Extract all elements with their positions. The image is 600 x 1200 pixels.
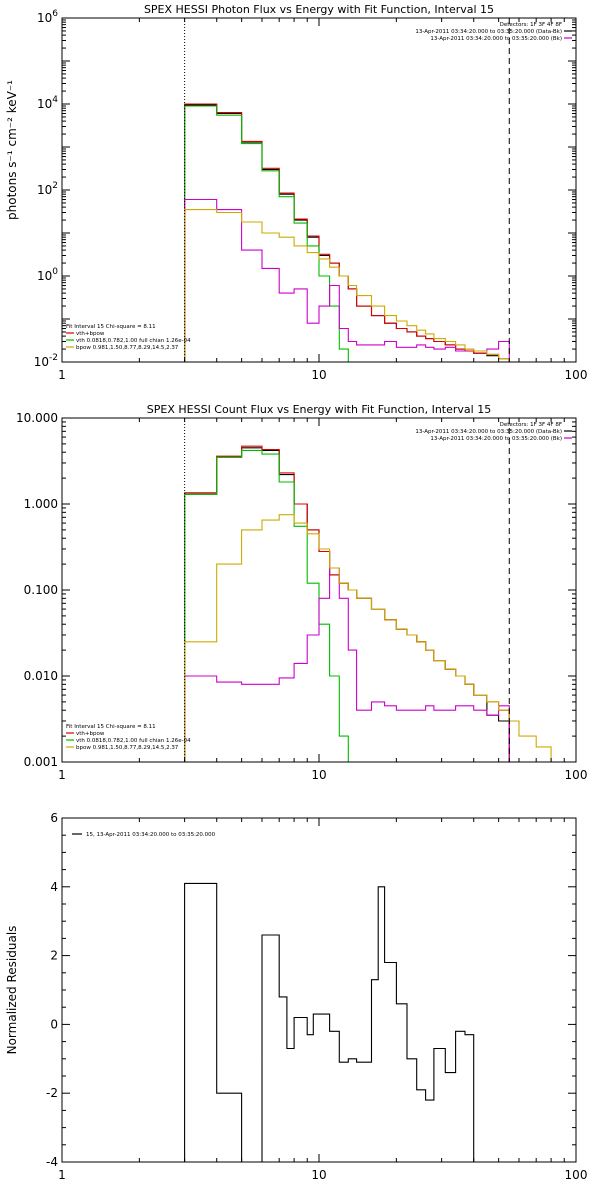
legend-entry: bpow 0.981,1.50,8.77,8.29,14.5,2.37 xyxy=(76,345,179,351)
y-tick-label: 1.000 xyxy=(24,497,58,511)
legend-entry: vth+bpow xyxy=(76,731,105,737)
series-line-4 xyxy=(184,567,510,762)
x-tick-label: 1 xyxy=(58,1168,66,1182)
x-tick-label: 1 xyxy=(58,368,66,382)
y-tick-label: -4 xyxy=(46,1155,58,1169)
legend-entry: vth 0.0818,0.782,1.00 full chian 1.26e-0… xyxy=(76,338,191,344)
x-tick-label: 1 xyxy=(58,768,66,782)
chart-title: SPEX HESSI Count Flux vs Energy with Fit… xyxy=(147,403,491,416)
series-line-2 xyxy=(184,103,510,362)
y-tick-label: 10-2 xyxy=(34,353,58,369)
plot-panel-3: 1 10 100 -4 -2 0 2 4 6 Normalized Residuals 15, 13… xyxy=(5,811,587,1182)
x-tick-label: 10 xyxy=(311,768,326,782)
series-line-4 xyxy=(184,198,510,362)
y-tick-label: 102 xyxy=(37,181,58,197)
x-tick-label: 100 xyxy=(565,1168,588,1182)
y-axis-label: Normalized Residuals xyxy=(5,926,19,1055)
y-tick-label: 0.001 xyxy=(24,755,58,769)
x-tick-label: 100 xyxy=(565,768,588,782)
chart-title: SPEX HESSI Photon Flux vs Energy with Fi… xyxy=(144,3,494,16)
plot-panel-1: 1 10 100 10-2 100 102 104 106 SPEX HESSI Photon … xyxy=(5,3,587,382)
y-axis-label: photons s⁻¹ cm⁻² keV⁻¹ xyxy=(5,80,19,220)
legend-entry: Detectors: 1F 3F 4F 8F xyxy=(500,22,562,28)
legend-entry: 13-Apr-2011 03:34:20.000 to 03:35:20.000… xyxy=(415,29,562,35)
y-tick-label: -2 xyxy=(46,1086,58,1100)
legend-entry: 13-Apr-2011 03:34:20.000 to 03:35:20.000… xyxy=(430,436,562,442)
y-tick-label: 10.000 xyxy=(16,411,58,425)
series-line-3 xyxy=(184,449,358,762)
series-line-1 xyxy=(184,104,510,362)
legend-entry: 13-Apr-2011 03:34:20.000 to 03:35:20.000… xyxy=(430,36,562,42)
y-tick-label: 2 xyxy=(50,949,58,963)
series-line-2 xyxy=(184,445,510,762)
plot-frame xyxy=(61,817,577,1163)
y-tick-label: 0 xyxy=(50,1017,58,1031)
legend-entry: vth+bpow xyxy=(76,331,105,337)
series-line-5 xyxy=(184,209,537,362)
legend-entry: Fit Interval 15 Chi-square = 8.11 xyxy=(66,324,156,330)
legend-entry: 13-Apr-2011 03:34:20.000 to 03:35:20.000… xyxy=(415,429,562,435)
x-tick-label: 10 xyxy=(311,1168,326,1182)
y-tick-label: 104 xyxy=(37,95,58,111)
y-tick-label: 6 xyxy=(50,811,58,825)
y-tick-label: 0.100 xyxy=(24,583,58,597)
legend-entry: Detectors: 1F 3F 4F 8F xyxy=(500,422,562,428)
legend-entry: Fit Interval 15 Chi-square = 8.11 xyxy=(66,724,156,730)
y-tick-label: 0.010 xyxy=(24,669,58,683)
legend-entry: bpow 0.981,1.50,8.77,8.29,14.5,2.37 xyxy=(76,745,179,751)
y-tick-label: 106 xyxy=(37,9,58,25)
y-tick-label: 100 xyxy=(37,267,58,283)
legend-entry: vth 0.0818,0.782,1.00 full chian 1.26e-0… xyxy=(76,738,191,744)
plot-panel-2: 1 10 100 0.001 0.010 0.100 1.000 10.000 SPEX HES… xyxy=(16,403,587,782)
x-tick-label: 100 xyxy=(565,368,588,382)
series-line-5 xyxy=(184,514,565,762)
x-tick-label: 10 xyxy=(311,368,326,382)
y-tick-label: 4 xyxy=(50,880,58,894)
series-line-1 xyxy=(184,882,475,1162)
series-line-3 xyxy=(184,105,358,362)
series-line-1 xyxy=(184,447,510,762)
legend-entry: 15, 13-Apr-2011 03:34:20.000 to 03:35:20… xyxy=(86,832,216,838)
